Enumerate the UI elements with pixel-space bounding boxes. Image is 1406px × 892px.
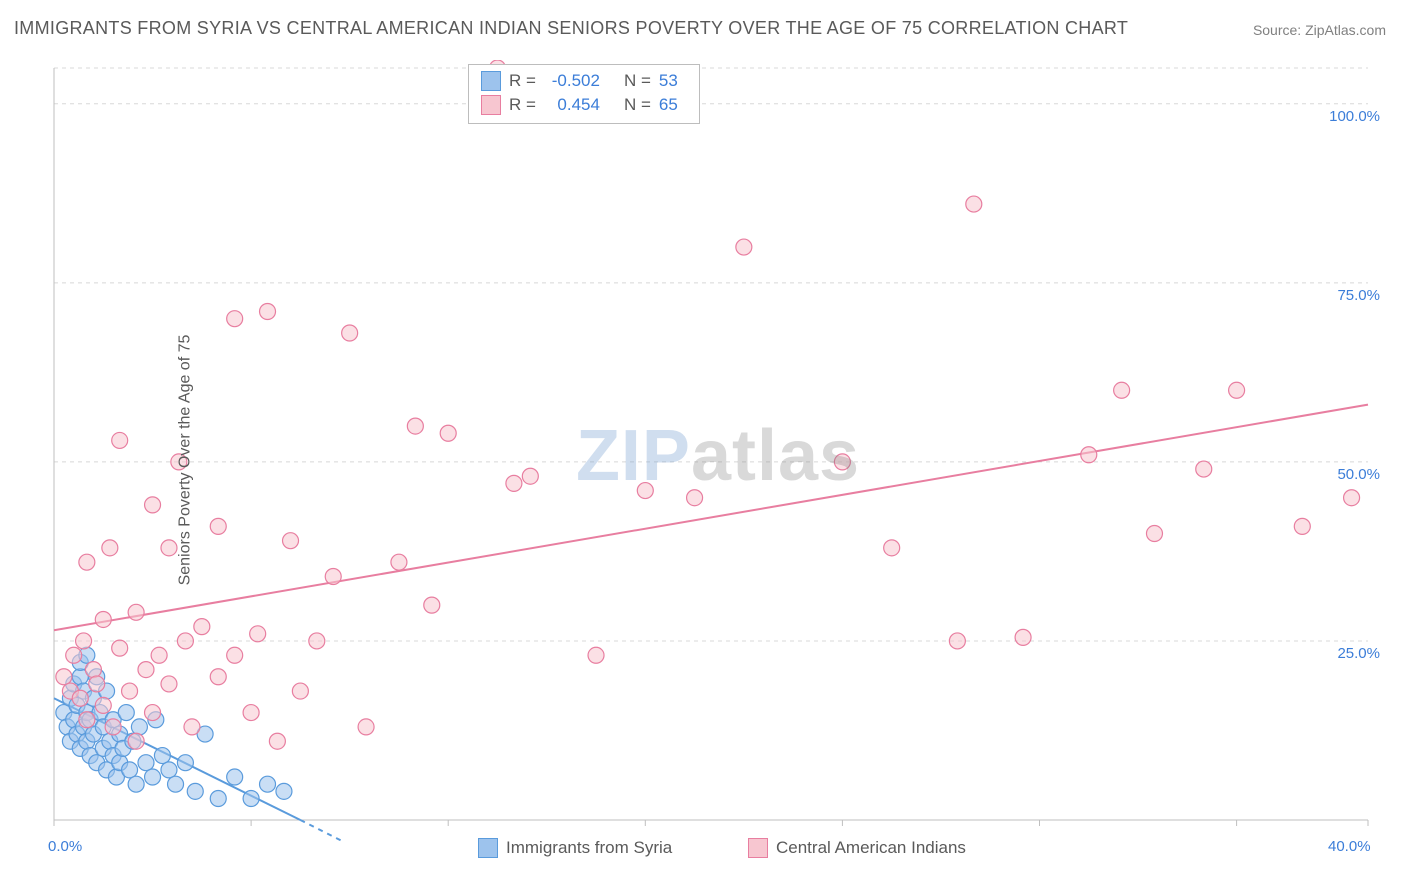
n-label: N =	[624, 71, 651, 91]
stats-row: R = 0.454 N = 65	[481, 93, 687, 117]
stats-row: R = -0.502 N = 53	[481, 69, 687, 93]
bottom-legend-1: Immigrants from Syria	[478, 838, 672, 858]
swatch-series-2	[748, 838, 768, 858]
n-value: 65	[659, 95, 687, 115]
scatter-plot: Seniors Poverty Over the Age of 75 ZIPat…	[48, 60, 1388, 860]
legend-label: Central American Indians	[776, 838, 966, 858]
r-label: R =	[509, 95, 536, 115]
r-value: 0.454	[544, 95, 600, 115]
swatch-series-1	[478, 838, 498, 858]
swatch-series-2	[481, 95, 501, 115]
y-axis-label: Seniors Poverty Over the Age of 75	[176, 335, 194, 586]
y-tick-label: 75.0%	[1337, 287, 1380, 304]
swatch-series-1	[481, 71, 501, 91]
x-tick-label: 0.0%	[48, 838, 82, 855]
bottom-legend-2: Central American Indians	[748, 838, 966, 858]
r-value: -0.502	[544, 71, 600, 91]
stats-legend: R = -0.502 N = 53 R = 0.454 N = 65	[468, 64, 700, 124]
x-tick-label: 40.0%	[1328, 838, 1371, 855]
n-label: N =	[624, 95, 651, 115]
chart-svg	[48, 60, 1388, 860]
source-attribution: Source: ZipAtlas.com	[1253, 22, 1386, 38]
n-value: 53	[659, 71, 687, 91]
y-tick-label: 25.0%	[1337, 645, 1380, 662]
chart-title: IMMIGRANTS FROM SYRIA VS CENTRAL AMERICA…	[14, 18, 1128, 39]
legend-label: Immigrants from Syria	[506, 838, 672, 858]
r-label: R =	[509, 71, 536, 91]
y-tick-label: 50.0%	[1337, 466, 1380, 483]
y-tick-label: 100.0%	[1329, 108, 1380, 125]
